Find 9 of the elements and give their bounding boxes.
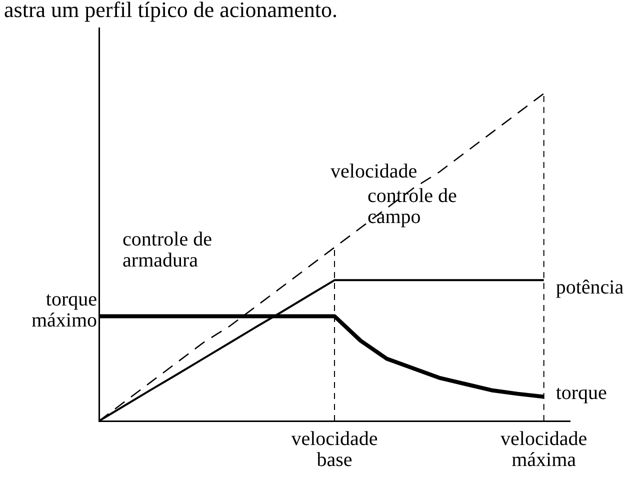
- series-label: velocidade: [330, 160, 418, 182]
- series-label: potência: [556, 276, 624, 298]
- annotation: controle de campo: [367, 185, 457, 228]
- x-tick-label: velocidade máxima: [500, 428, 588, 471]
- x-tick-label: velocidade base: [291, 428, 378, 471]
- text: torque máximo: [31, 288, 98, 332]
- chart-title: astra um perfil típico de acionamento.: [4, 0, 338, 22]
- annotation: controle de armadura: [122, 228, 212, 272]
- series-label: torque: [556, 382, 608, 404]
